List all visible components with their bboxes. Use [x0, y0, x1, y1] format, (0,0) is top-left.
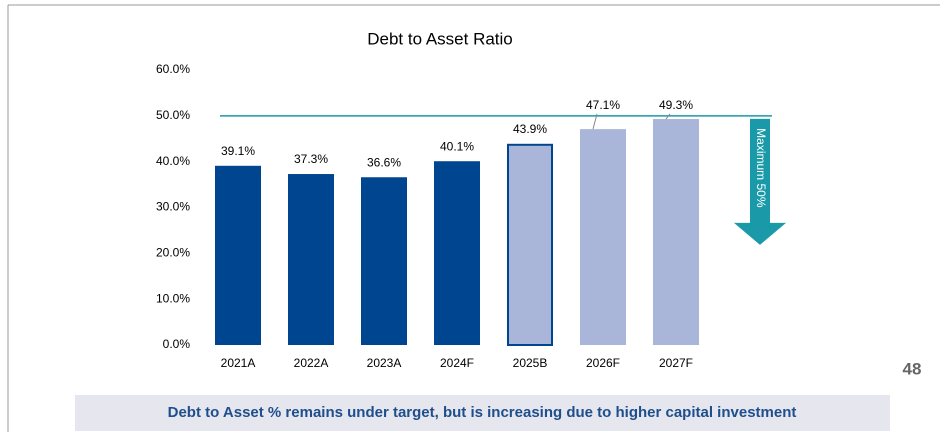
y-tick-label: 20.0%: [156, 246, 190, 260]
y-tick-label: 40.0%: [156, 154, 190, 168]
y-tick-label: 30.0%: [156, 200, 190, 214]
limit-arrow: [734, 118, 786, 245]
x-tick-label: 2026F: [586, 356, 620, 370]
x-tick-label: 2023A: [367, 356, 402, 370]
page-number: 48: [903, 359, 922, 378]
x-tick-label: 2025B: [513, 356, 548, 370]
leader-line: [592, 113, 598, 130]
chart-title: Debt to Asset Ratio: [367, 29, 513, 48]
footer-box: [75, 395, 890, 431]
data-label: 39.1%: [221, 144, 255, 158]
limit-label: Maximum 50%: [754, 128, 768, 208]
bar: [580, 129, 626, 345]
data-label: 36.6%: [367, 155, 401, 169]
bar: [361, 177, 407, 345]
data-label: 43.9%: [513, 122, 547, 136]
x-tick-label: 2021A: [221, 356, 256, 370]
bar: [215, 165, 261, 345]
footer-text: Debt to Asset % remains under target, bu…: [168, 404, 797, 421]
data-label: 37.3%: [294, 152, 328, 166]
data-label: 40.1%: [440, 139, 474, 153]
data-label: 47.1%: [586, 98, 620, 112]
x-tick-label: 2027F: [659, 356, 693, 370]
y-tick-label: 0.0%: [163, 337, 191, 351]
bar: [507, 143, 553, 346]
x-tick-label: 2024F: [440, 356, 474, 370]
bar: [288, 174, 334, 345]
leader-line: [665, 113, 671, 120]
data-label: 49.3%: [659, 98, 693, 112]
bar: [653, 119, 699, 346]
bar: [434, 161, 480, 345]
y-tick-label: 50.0%: [156, 108, 190, 122]
y-tick-label: 60.0%: [156, 62, 190, 76]
x-tick-label: 2022A: [294, 356, 329, 370]
y-tick-label: 10.0%: [156, 291, 190, 305]
